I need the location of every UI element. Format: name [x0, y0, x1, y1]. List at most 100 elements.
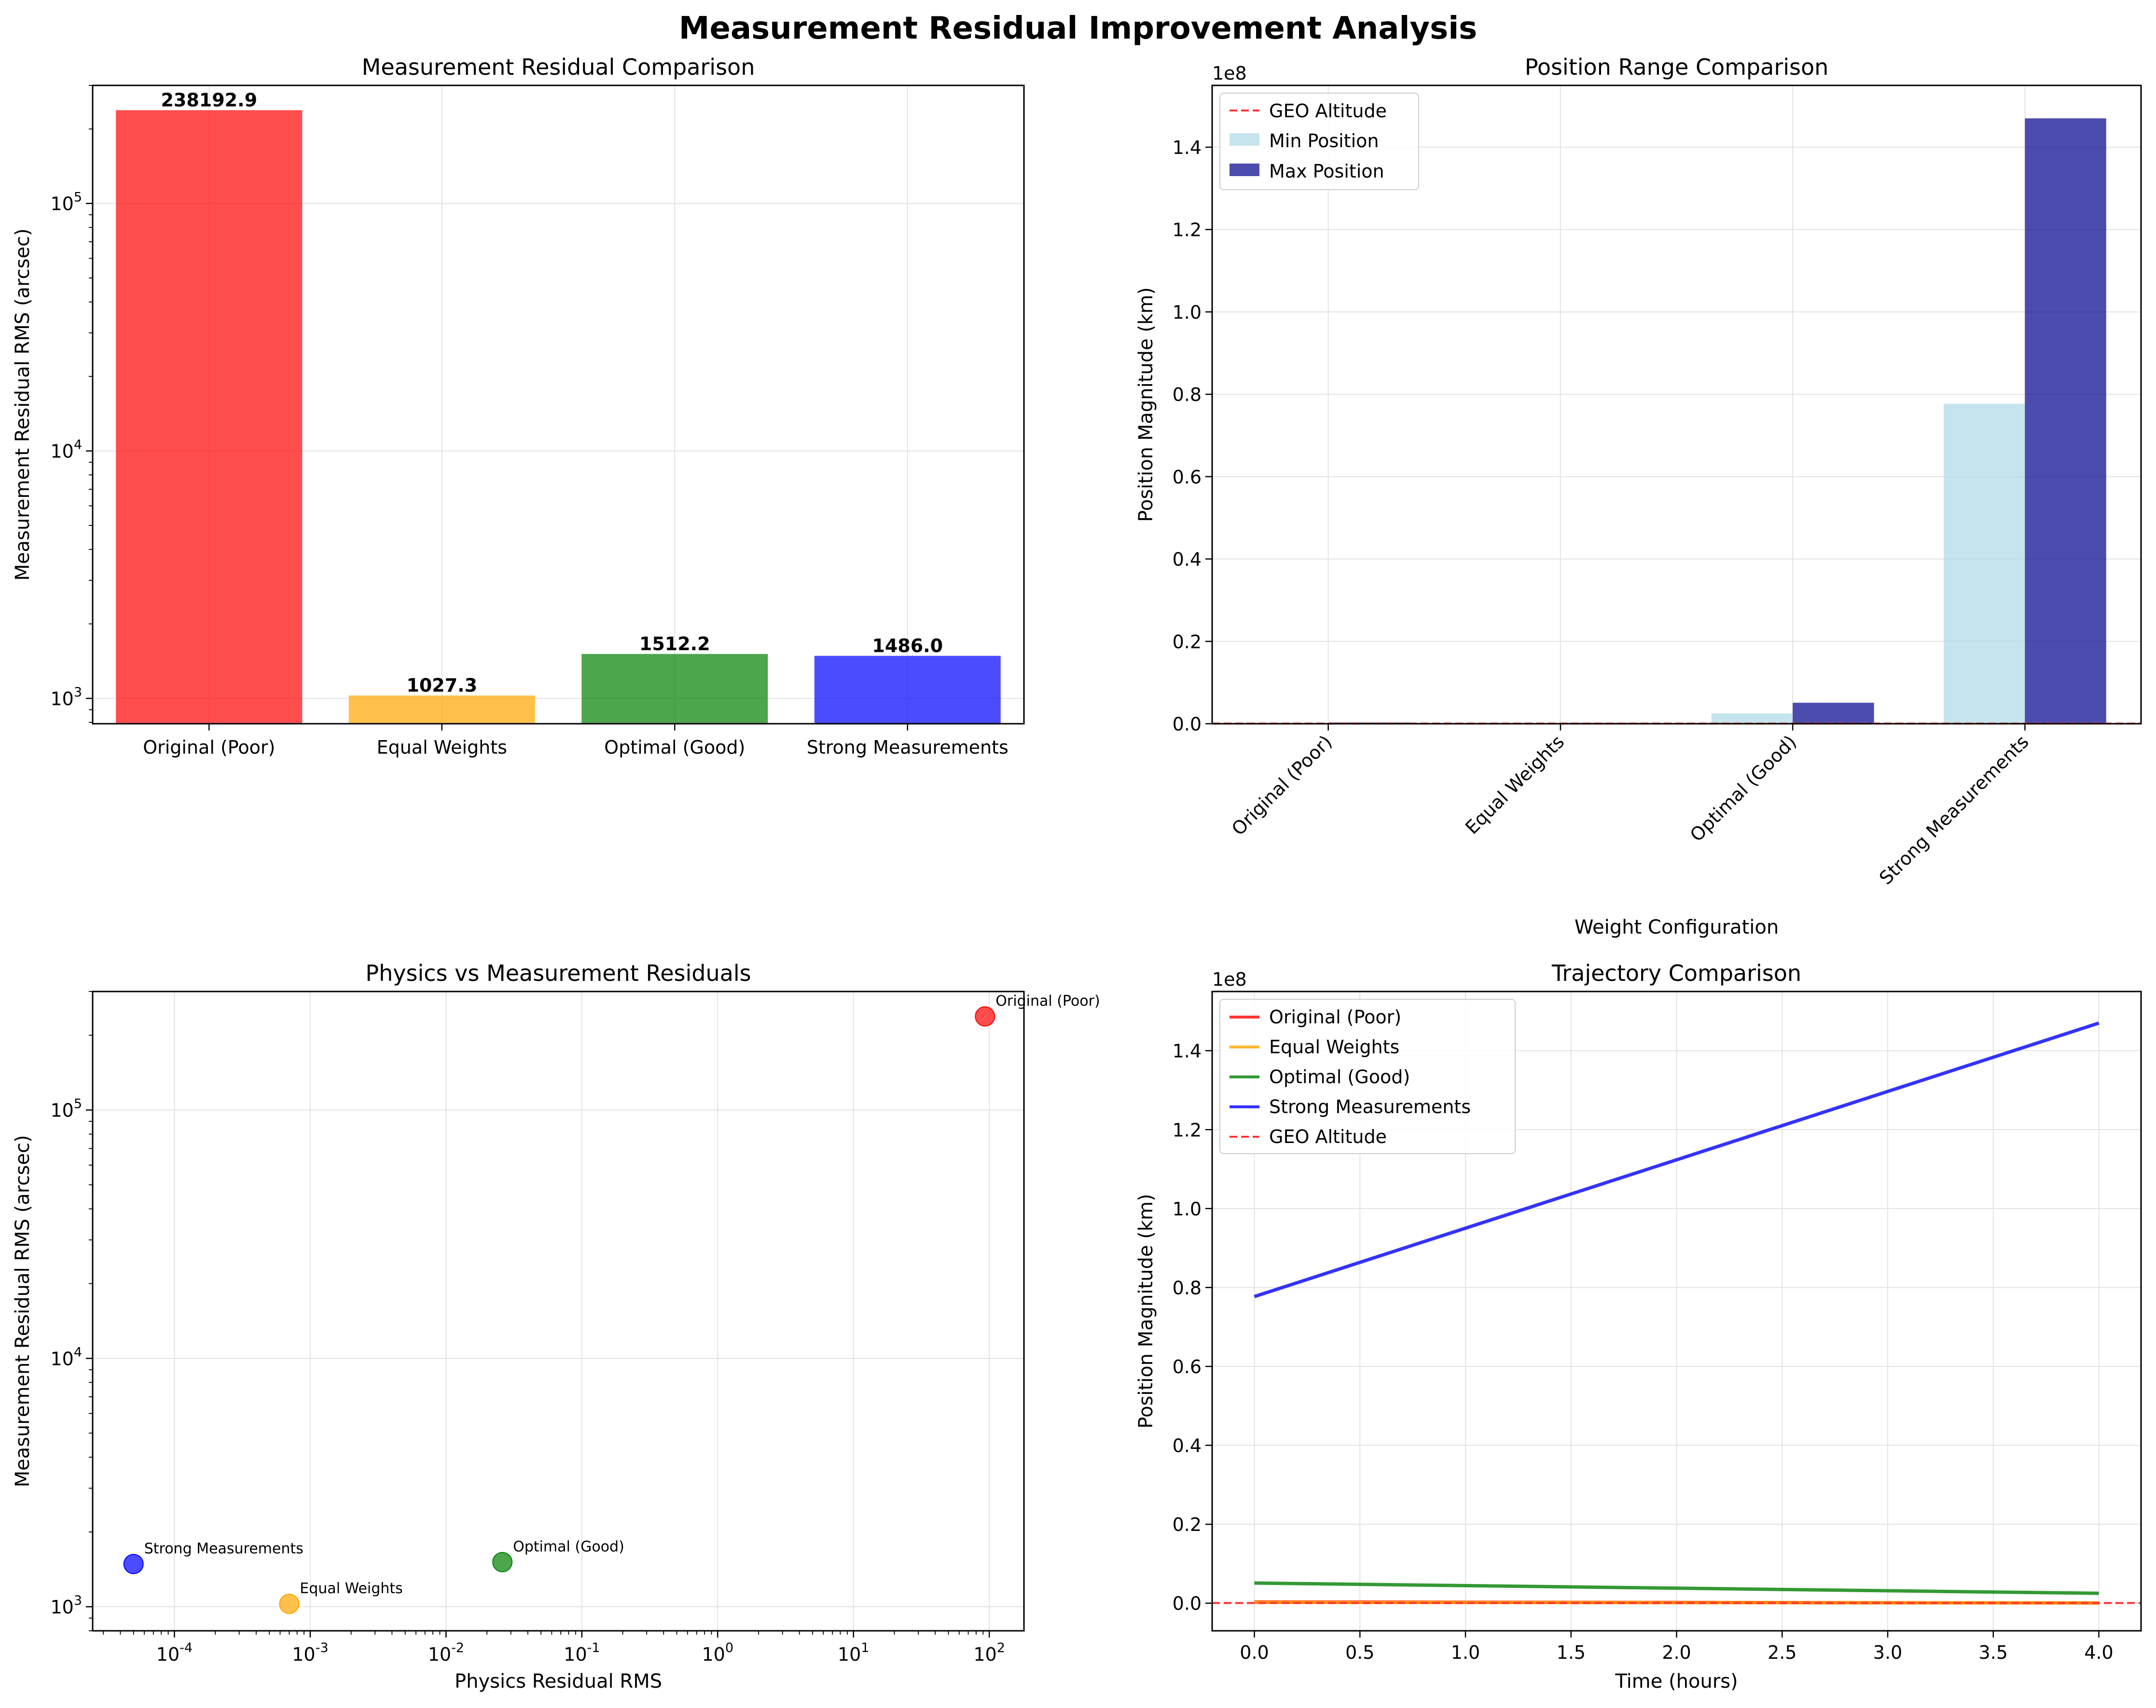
y-tick-label: 0.0: [1173, 714, 1202, 735]
x-tick-label: 100: [702, 1640, 733, 1665]
x-tick-label: 10-3: [292, 1640, 328, 1665]
plot-title: Position Range Comparison: [1525, 54, 1829, 80]
bar-min-position-strong-measurements: [1943, 403, 2025, 724]
line-optimal-good: [1254, 1581, 2099, 1595]
x-tick-label: Equal Weights: [377, 737, 507, 758]
legend-swatch-max: [1230, 164, 1259, 176]
x-tick-label: Original (Poor): [1228, 731, 1336, 840]
y-offset-label: 1e8: [1212, 969, 1247, 990]
x-tick-label: Optimal (Good): [604, 737, 745, 758]
plot-frame: [1211, 84, 2142, 725]
y-tick-label: 0.6: [1173, 467, 1202, 488]
trajectory-chart: Trajectory Comparison 0.0 0.2 0.4 0.6 0.8 1.0 1…: [1135, 960, 2142, 1693]
plot-frame: [92, 84, 1025, 725]
point-original-poor: [975, 1006, 995, 1027]
value-label-optimal-good: 1512.2: [639, 633, 710, 654]
x-tick-label: Strong Measurements: [807, 737, 1009, 758]
legend: GEO Altitude Min Position Max Position: [1219, 93, 1419, 190]
legend-label: Original (Poor): [1269, 1006, 1401, 1028]
point-label-original-poor: Original (Poor): [995, 993, 1100, 1010]
legend-label: GEO Altitude: [1269, 100, 1387, 122]
bar-max-position-optimal-good: [1793, 702, 1874, 724]
y-tick-label: 1.0: [1173, 1198, 1202, 1220]
plot-title: Physics vs Measurement Residuals: [365, 960, 751, 986]
y-tick-label: 1.2: [1173, 220, 1202, 241]
y-offset-label: 1e8: [1212, 63, 1247, 84]
line-strong-measurements: [1254, 1021, 2100, 1298]
point-equal-weights: [279, 1594, 300, 1614]
x-tick-label: 0.0: [1240, 1642, 1269, 1663]
x-tick-label: 1.5: [1557, 1642, 1586, 1663]
y-tick-label: 1.4: [1173, 137, 1202, 158]
y-tick-label: 1.4: [1173, 1041, 1202, 1062]
bar-min-position-optimal-good: [1711, 713, 1793, 724]
plot-frame: [1211, 991, 2142, 1632]
x-tick-label: Original (Poor): [143, 737, 275, 758]
y-axis-label: Position Magnitude (km): [1135, 287, 1157, 522]
position-range-chart: Position Range Comparison 0.0 0.2 0.4 0.6 0.8…: [1135, 54, 2142, 938]
legend-label: Max Position: [1269, 161, 1384, 182]
x-axis-label: Time (hours): [1615, 1670, 1738, 1693]
y-tick-label: 0.6: [1173, 1356, 1202, 1377]
legend: Original (Poor) Equal Weights Optimal (Goo…: [1219, 999, 1516, 1154]
x-tick-label: 0.5: [1345, 1642, 1374, 1663]
point-strong-measurements: [123, 1554, 144, 1574]
point-label-equal-weights: Equal Weights: [300, 1580, 402, 1597]
y-tick-label: 104: [50, 438, 82, 462]
value-label-equal-weights: 1027.3: [406, 675, 477, 696]
y-tick-label: 1.0: [1173, 302, 1202, 323]
figure-title: Measurement Residual Improvement Analysi…: [679, 11, 1478, 46]
x-axis-label: Weight Configuration: [1575, 916, 1779, 938]
x-tick-label: Optimal (Good): [1686, 731, 1801, 846]
bar-max-position-strong-measurements: [2025, 118, 2106, 724]
y-tick-label: 0.2: [1173, 631, 1202, 652]
x-tick-label: 102: [973, 1640, 1005, 1665]
x-tick-label: 10-1: [564, 1640, 600, 1665]
plot-frame: [92, 991, 1025, 1632]
y-axis-label: Measurement Residual RMS (arcsec): [12, 1135, 34, 1487]
x-tick-label: 101: [838, 1640, 870, 1665]
y-axis-label: Measurement Residual RMS (arcsec): [12, 228, 34, 580]
physics-vs-measurement-chart: Physics vs Measurement Residuals 103 104 10…: [12, 960, 1100, 1693]
y-tick-label: 0.8: [1173, 1277, 1202, 1298]
value-label-original-poor: 238192.9: [161, 89, 257, 110]
bar-original-poor: [116, 110, 303, 724]
legend-label: Optimal (Good): [1269, 1066, 1410, 1088]
bar-equal-weights: [348, 695, 535, 724]
y-tick-label: 105: [50, 1097, 82, 1121]
value-label-strong-measurements: 1486.0: [872, 635, 943, 656]
y-tick-label: 0.0: [1173, 1593, 1202, 1614]
legend-label: Strong Measurements: [1269, 1096, 1471, 1117]
point-label-strong-measurements: Strong Measurements: [144, 1541, 304, 1557]
y-tick-label: 103: [50, 685, 82, 709]
y-axis-label: Position Magnitude (km): [1135, 1194, 1157, 1428]
plot-title: Measurement Residual Comparison: [362, 54, 755, 80]
residual-comparison-chart: Measurement Residual Comparison 103 104 105…: [12, 54, 1025, 758]
legend-box: [1219, 999, 1516, 1154]
legend-label: Equal Weights: [1269, 1036, 1399, 1058]
x-tick-label: Strong Measurements: [1875, 731, 2033, 889]
y-tick-label: 0.4: [1173, 1435, 1202, 1457]
x-tick-label: 3.5: [1979, 1642, 2008, 1663]
legend-label: Min Position: [1269, 130, 1379, 152]
y-tick-label: 0.8: [1173, 384, 1202, 405]
y-tick-label: 1.2: [1173, 1119, 1202, 1141]
x-tick-label: 10-4: [156, 1640, 193, 1665]
x-tick-label: 4.0: [2084, 1642, 2113, 1663]
legend-box: [1219, 93, 1419, 190]
y-tick-label: 105: [50, 190, 82, 215]
y-tick-label: 0.2: [1173, 1514, 1202, 1535]
y-tick-label: 103: [50, 1593, 82, 1618]
x-tick-label: Equal Weights: [1461, 731, 1568, 838]
legend-swatch-min: [1230, 133, 1259, 146]
x-tick-label: 3.0: [1873, 1642, 1902, 1663]
legend-label: GEO Altitude: [1269, 1126, 1387, 1147]
y-tick-label: 0.4: [1173, 549, 1202, 570]
bar-strong-measurements: [814, 656, 1001, 724]
y-tick-label: 104: [50, 1345, 82, 1369]
point-optimal-good: [492, 1552, 513, 1572]
x-tick-label: 2.5: [1768, 1642, 1797, 1663]
point-label-optimal-good: Optimal (Good): [513, 1539, 624, 1556]
x-axis-label: Physics Residual RMS: [455, 1670, 662, 1693]
